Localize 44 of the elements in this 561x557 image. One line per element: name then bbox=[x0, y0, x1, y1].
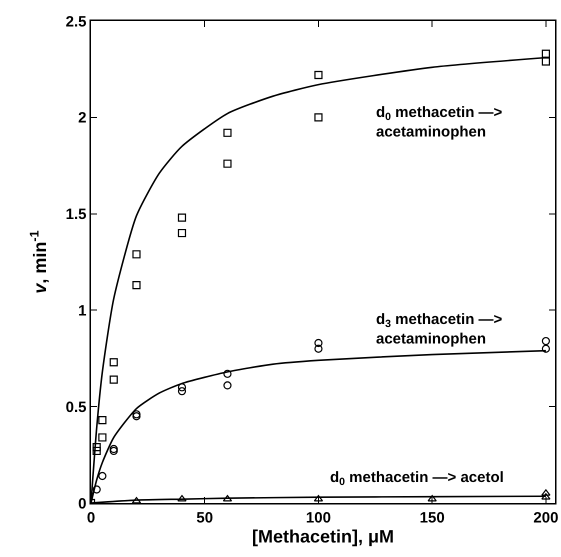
point bbox=[178, 214, 186, 222]
point bbox=[178, 228, 186, 238]
point bbox=[92, 485, 101, 494]
point bbox=[110, 446, 118, 456]
y-tick-label: 2.5 bbox=[66, 13, 86, 30]
point bbox=[541, 493, 551, 500]
point bbox=[314, 113, 323, 122]
x-tick-label: 100 bbox=[306, 510, 331, 526]
point bbox=[542, 344, 550, 353]
point bbox=[132, 281, 141, 290]
point bbox=[314, 70, 323, 80]
annotation: d$_{0}$ methacetin —> acetaminophen bbox=[376, 104, 503, 140]
point bbox=[110, 376, 118, 384]
y-tick-label: 0.5 bbox=[66, 398, 86, 416]
point bbox=[542, 336, 550, 346]
point bbox=[314, 344, 323, 353]
y-tick-label: 0 bbox=[78, 495, 86, 512]
point bbox=[132, 250, 141, 258]
annotation: d$_{3}$ methacetin —> acetaminophen bbox=[376, 311, 503, 348]
point bbox=[223, 128, 232, 137]
point bbox=[542, 57, 550, 66]
point bbox=[92, 442, 101, 452]
point bbox=[98, 416, 106, 424]
point bbox=[223, 160, 232, 168]
x-tick-label: 150 bbox=[420, 510, 445, 526]
point bbox=[110, 444, 118, 454]
y-tick-label: 1 bbox=[78, 302, 86, 320]
point bbox=[542, 50, 550, 58]
point bbox=[314, 338, 323, 348]
point bbox=[178, 387, 186, 396]
point bbox=[132, 412, 141, 420]
point bbox=[223, 370, 232, 378]
x-axis-title: [Methacetin], μM bbox=[252, 526, 394, 546]
x-tick-label: 50 bbox=[196, 510, 214, 526]
y-tick-label: 1.5 bbox=[66, 206, 86, 224]
x-tick-label: 200 bbox=[533, 510, 558, 526]
point bbox=[92, 446, 101, 456]
point bbox=[110, 358, 118, 366]
point bbox=[98, 472, 106, 480]
annotation: d$_{0}$ methacetin —> acetol bbox=[330, 469, 504, 488]
point bbox=[98, 433, 106, 442]
point bbox=[223, 381, 232, 390]
point bbox=[541, 489, 551, 496]
y-tick-label: 2 bbox=[78, 110, 86, 127]
